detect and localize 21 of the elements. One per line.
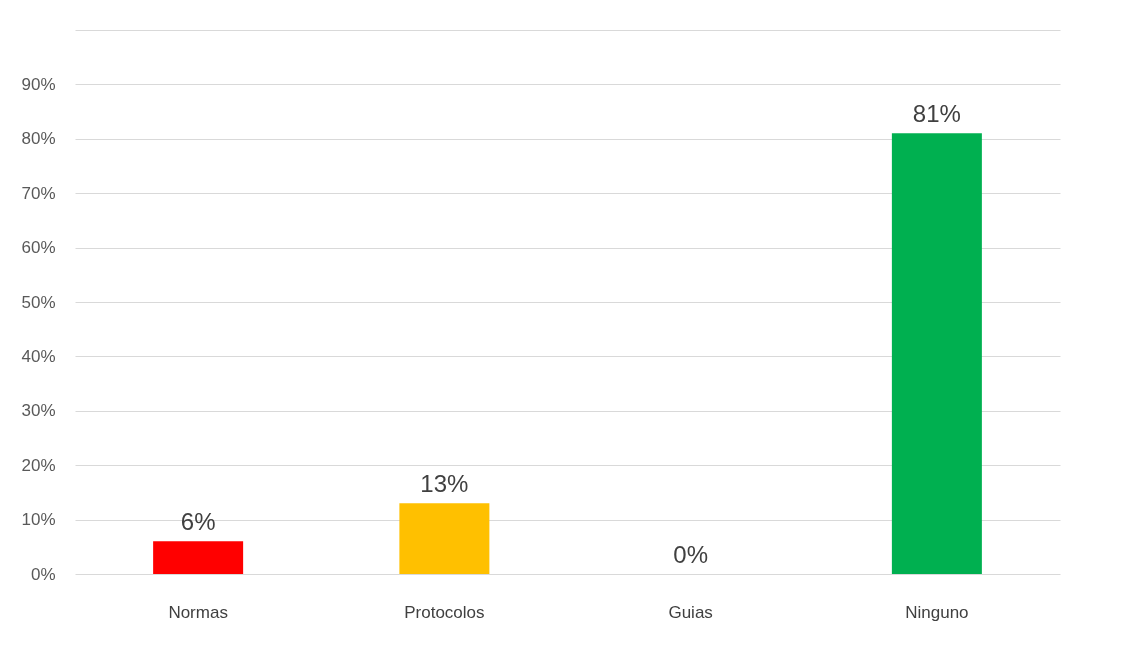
y-tick-label: 40% [21,346,56,366]
y-tick-label: 50% [21,292,56,312]
x-tick-label: Guias [668,602,713,622]
y-tick-label: 20% [21,455,56,475]
y-tick-label: 80% [21,129,56,149]
y-tick-label: 90% [21,74,56,94]
x-tick-label: Protocolos [404,602,485,622]
y-tick-label: 70% [21,183,56,203]
bar [399,503,490,574]
bar [153,541,244,574]
bar [891,133,982,574]
x-tick-label: Ninguno [905,602,969,622]
y-tick-label: 0% [30,564,56,584]
data-label: 6% [180,508,216,536]
data-label: 81% [912,100,961,128]
data-label: 0% [673,541,708,568]
y-tick-label: 30% [21,401,56,421]
x-tick-label: Normas [168,602,228,622]
y-tick-label: 10% [21,510,56,530]
data-label: 13% [420,470,469,498]
y-tick-label: 60% [21,238,56,258]
